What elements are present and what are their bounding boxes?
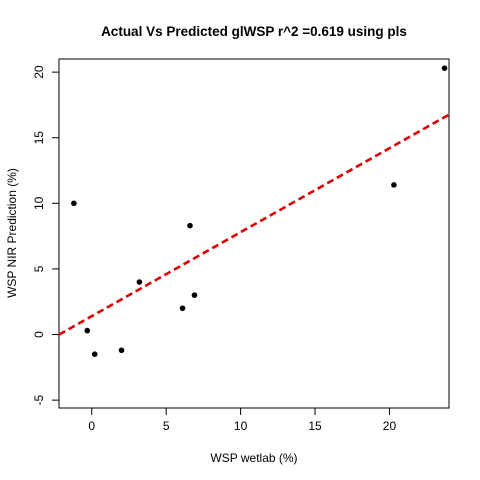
data-point bbox=[136, 279, 143, 285]
x-axis: 0 5 10 15 20 bbox=[88, 408, 396, 433]
data-point bbox=[91, 351, 98, 358]
data-point bbox=[441, 65, 448, 71]
data-point bbox=[84, 327, 91, 334]
x-axis-label: WSP wetlab (%) bbox=[210, 451, 297, 465]
points-layer bbox=[71, 65, 448, 358]
y-tick-label: 15 bbox=[32, 131, 46, 145]
y-tick-label: 20 bbox=[32, 65, 46, 79]
data-point bbox=[187, 222, 193, 229]
fit-line bbox=[58, 113, 450, 336]
y-axis: -5 0 5 10 15 20 bbox=[32, 65, 59, 405]
data-point bbox=[118, 347, 125, 354]
data-point bbox=[191, 292, 198, 298]
plot-frame bbox=[58, 58, 450, 409]
data-point bbox=[71, 200, 77, 207]
fit-line-layer bbox=[58, 113, 450, 336]
y-tick-label: 5 bbox=[32, 265, 46, 272]
y-tick-label: 0 bbox=[32, 331, 46, 338]
data-point bbox=[391, 182, 397, 188]
data-point bbox=[179, 305, 186, 312]
x-tick-label: 10 bbox=[234, 419, 248, 433]
x-tick-label: 20 bbox=[383, 419, 397, 433]
y-axis-label: WSP NIR Prediction (%) bbox=[5, 168, 19, 298]
y-tick-label: -5 bbox=[32, 394, 46, 405]
chart-title: Actual Vs Predicted glWSP r^2 =0.619 usi… bbox=[101, 24, 407, 39]
x-tick-label: 0 bbox=[88, 419, 95, 433]
x-tick-label: 5 bbox=[163, 419, 170, 433]
x-tick-label: 15 bbox=[308, 419, 322, 433]
y-tick-label: 10 bbox=[32, 196, 46, 210]
